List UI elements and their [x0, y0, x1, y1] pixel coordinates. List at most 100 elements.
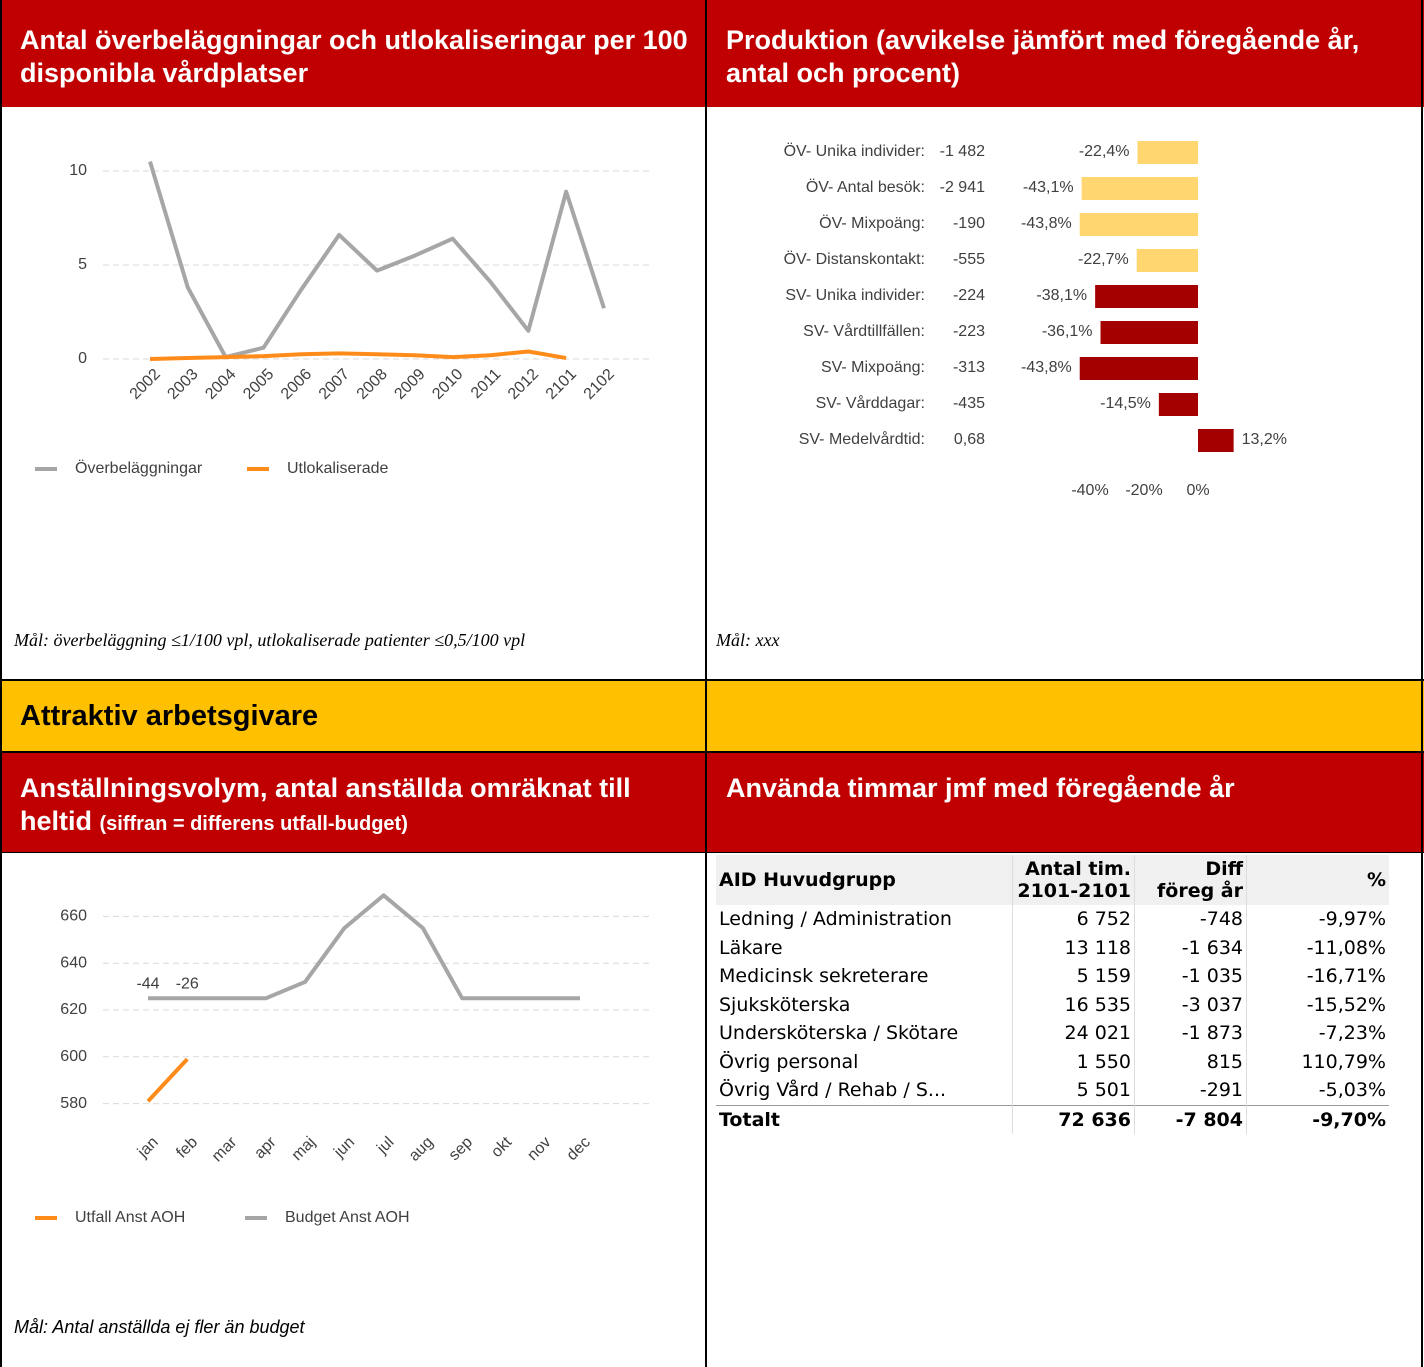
x-tick-label: 2006	[278, 366, 315, 403]
table-cell: -3 037	[1134, 990, 1247, 1019]
note: Mål: överbeläggning ≤1/100 vpl, utlokali…	[14, 630, 526, 650]
x-tick-label: 2012	[505, 366, 542, 403]
y-tick-label: 600	[60, 1048, 87, 1065]
amount-label: -435	[953, 395, 985, 412]
amount-label: -313	[953, 359, 985, 376]
annotation: -26	[176, 976, 199, 993]
legend-label: Utlokaliserade	[287, 460, 388, 477]
header-row: AID Huvudgrupp Antal tim. 2101-2101 Diff f…	[716, 855, 1389, 905]
table-cell: 5 501	[1012, 1076, 1135, 1105]
panel-title: Produktion (avvikelse jämfört med föregå…	[726, 25, 1360, 88]
y-tick-label: 580	[60, 1095, 87, 1112]
table-row: Medicinsk sekreterare 5 159 -1 035 -16,71%	[716, 962, 1389, 991]
amount-label: -224	[953, 287, 985, 304]
divider	[0, 751, 1424, 753]
x-tick-label: -40%	[1071, 482, 1108, 499]
divider	[0, 0, 2, 1367]
table-cell: -9,97%	[1246, 905, 1389, 934]
table-row: Övrig personal 1 550 815 110,79%	[716, 1047, 1389, 1076]
panel-header: Produktion (avvikelse jämfört med föregå…	[706, 0, 1424, 107]
y-tick-label: 0	[78, 350, 87, 367]
table-cell: -291	[1134, 1076, 1247, 1105]
value-label: -43,1%	[1023, 179, 1074, 196]
panel-title: Använda timmar jmf med föregående år	[726, 773, 1235, 803]
bar	[1137, 141, 1198, 164]
table-cell: -11,08%	[1246, 933, 1389, 962]
x-tick-label: mar	[209, 1133, 241, 1165]
amount-label: -555	[953, 251, 985, 268]
bar	[1136, 249, 1198, 272]
table-row: Övrig Vård / Rehab / S... 5 501 -291 -5,03%	[716, 1076, 1389, 1105]
legend-label: Budget Anst AOH	[285, 1209, 410, 1226]
x-tick-label: jun	[330, 1134, 358, 1162]
x-tick-label: apr	[251, 1133, 280, 1162]
table-cell: 16 535	[1012, 990, 1135, 1019]
table-cell: Läkare	[719, 936, 783, 959]
table-cell: 815	[1134, 1047, 1247, 1076]
category-label: ÖV- Unika individer:	[784, 142, 925, 160]
table-cell: -9,70%	[1246, 1104, 1389, 1134]
x-tick-label: 2007	[316, 366, 353, 403]
x-tick-label: feb	[173, 1134, 201, 1162]
table-row: Ledning / Administration 6 752 -748 -9,97%	[716, 905, 1389, 934]
value-label: -38,1%	[1036, 287, 1087, 304]
category-label: SV- Medelvårdtid:	[799, 430, 925, 448]
section-band: Attraktiv arbetsgivare	[0, 680, 1424, 752]
table-cell: -748	[1134, 905, 1247, 934]
annotation: -44	[136, 976, 159, 993]
panel-header: Använda timmar jmf med föregående år	[706, 752, 1424, 853]
x-tick-label: 0%	[1186, 482, 1209, 499]
column-header: AID Huvudgrupp	[716, 855, 1013, 905]
value-label: 13,2%	[1242, 431, 1287, 448]
bar	[1079, 357, 1198, 380]
table-cell: -7,23%	[1246, 1019, 1389, 1048]
category-label: ÖV- Antal besök:	[806, 178, 925, 196]
category-label: SV- Unika individer:	[785, 287, 925, 304]
table-cell: Totalt	[716, 1104, 1013, 1134]
x-tick-label: 2005	[240, 366, 277, 403]
x-tick-label: nov	[524, 1134, 554, 1164]
table-row: Sjuksköterska 16 535 -3 037 -15,52%	[716, 990, 1389, 1019]
table-cell: Undersköterska / Skötare	[719, 1022, 959, 1045]
table-cell: 5 159	[1012, 962, 1135, 991]
bar	[1100, 321, 1198, 344]
value-label: -14,5%	[1100, 395, 1151, 412]
bar	[1158, 393, 1198, 416]
panel-subtitle: (siffran = differens utfall-budget)	[99, 813, 408, 835]
table-cell: 110,79%	[1246, 1047, 1389, 1076]
panel-header: Antal överbeläggningar och utlokaliserin…	[0, 0, 706, 107]
note: Mål: Antal anställda ej fler än budget	[14, 1317, 305, 1337]
x-tick-label: maj	[289, 1134, 319, 1164]
divider	[0, 852, 1424, 853]
table-cell: -1 873	[1134, 1019, 1247, 1048]
table-cell: -15,52%	[1246, 990, 1389, 1019]
series-line	[148, 893, 580, 1001]
amount-label: -223	[953, 323, 985, 340]
series-line	[148, 161, 606, 360]
table-cell: Ledning / Administration	[719, 908, 952, 931]
table: AID Huvudgrupp Antal tim. 2101-2101 Diff f…	[716, 855, 1389, 1134]
x-tick-label: 2004	[202, 366, 239, 403]
x-tick-label: 2009	[391, 366, 428, 403]
y-tick-label: 10	[69, 162, 87, 179]
bar	[1095, 285, 1198, 308]
table-cell: 24 021	[1012, 1019, 1135, 1048]
table-cell: 72 636	[1012, 1104, 1135, 1134]
table-row: Läkare 13 118 -1 634 -11,08%	[716, 933, 1389, 962]
value-label: -36,1%	[1042, 323, 1093, 340]
table-cell: Medicinsk sekreterare	[719, 965, 929, 988]
value-label: -43,8%	[1021, 215, 1072, 232]
table-row: Undersköterska / Skötare 24 021 -1 873 -7,2…	[716, 1019, 1389, 1048]
x-tick-label: -20%	[1125, 482, 1162, 499]
legend-label: Överbeläggningar	[75, 459, 203, 477]
x-tick-label: jan	[134, 1134, 162, 1162]
divider	[705, 0, 707, 1367]
y-tick-label: 660	[60, 908, 87, 925]
bar	[1198, 429, 1234, 452]
column-header: Antal tim. 2101-2101	[1012, 855, 1135, 905]
panel-title: Antal överbeläggningar och utlokaliserin…	[20, 25, 688, 88]
value-label: -22,7%	[1078, 251, 1129, 268]
category-label: SV- Vårddagar:	[816, 394, 925, 412]
category-label: ÖV- Mixpoäng:	[819, 214, 925, 232]
